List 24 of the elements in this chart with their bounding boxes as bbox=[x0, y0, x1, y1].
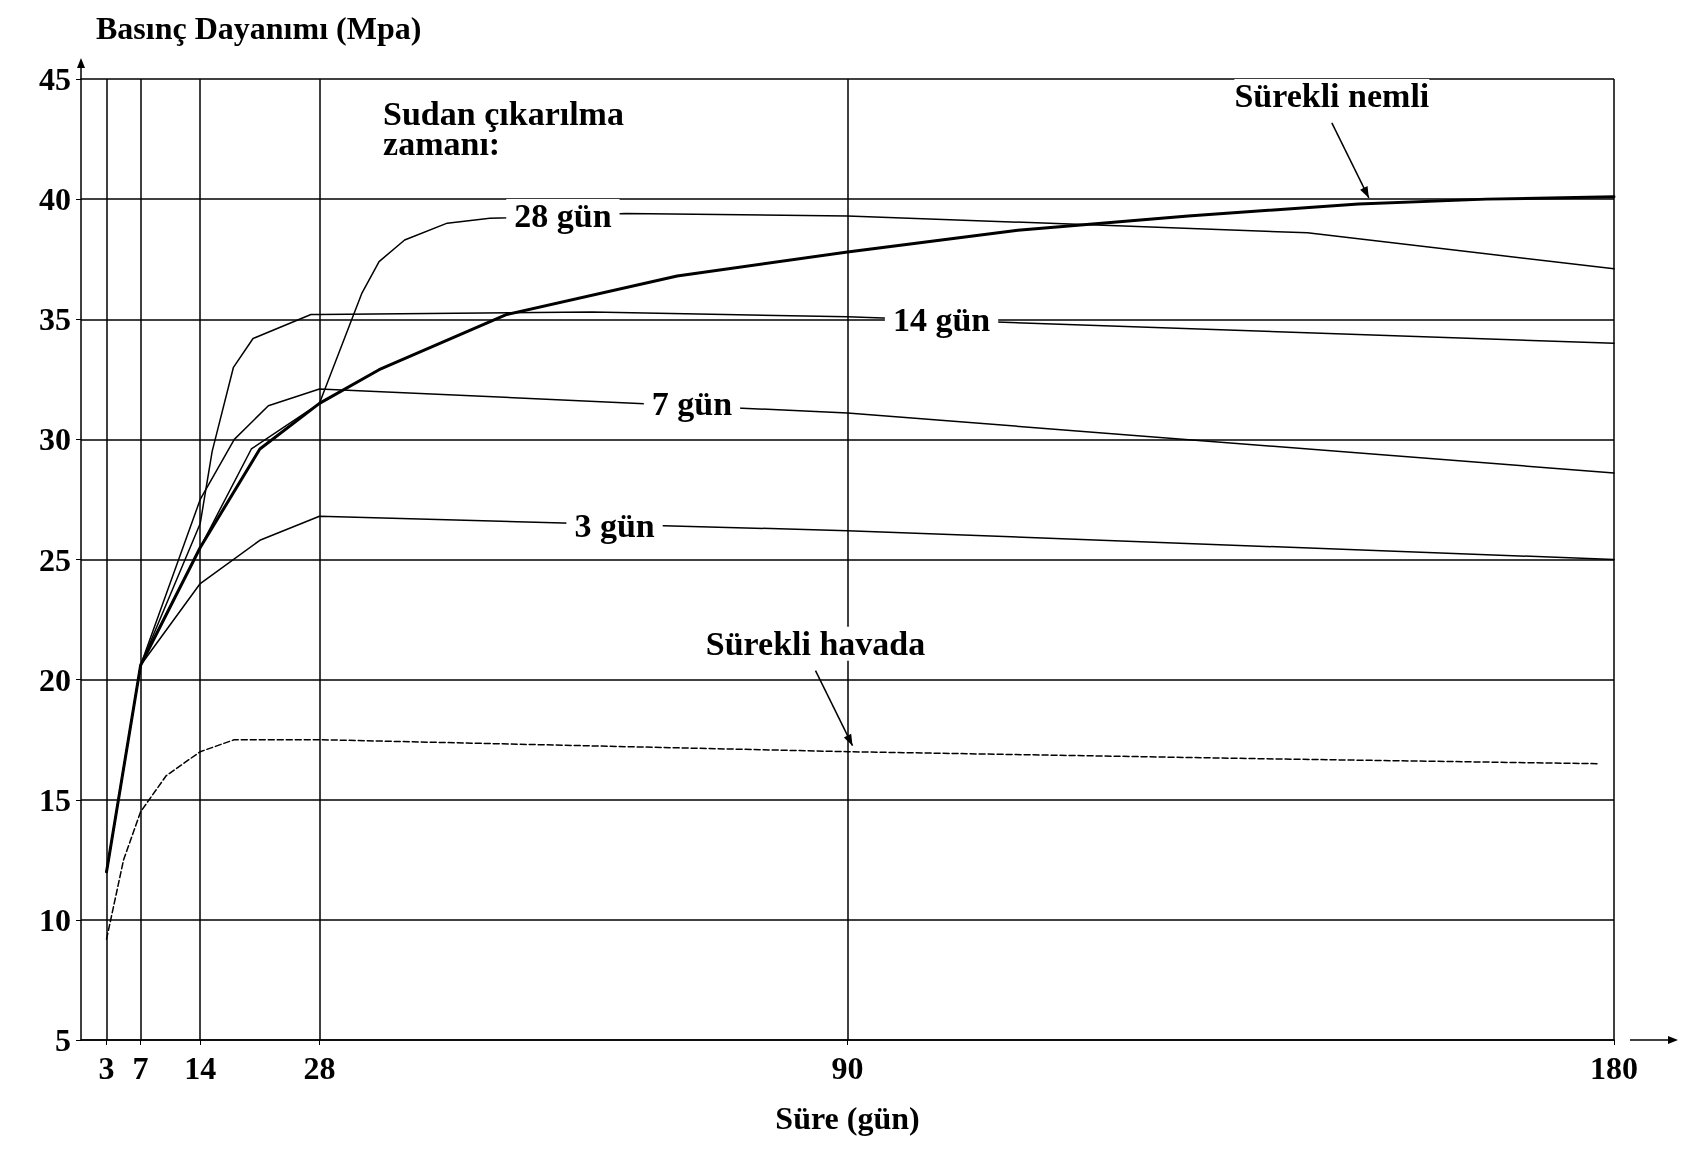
y-tick-label: 45 bbox=[39, 61, 71, 97]
text: Sürekli nemli bbox=[1234, 77, 1430, 115]
x-tick-label: 7 bbox=[132, 1050, 149, 1086]
y-tick-label: 40 bbox=[39, 181, 71, 218]
y-tick-label: 20 bbox=[39, 661, 71, 698]
annotation: Sudan çıkarılma zamanı: bbox=[383, 94, 633, 162]
y-tick-label: 15 bbox=[39, 781, 71, 818]
y-axis-title: Basınç Dayanımı (Mpa) bbox=[96, 10, 422, 46]
annotation: 14 gün bbox=[892, 300, 991, 338]
annotation: 3 gün bbox=[574, 507, 655, 545]
y-tick-label: 25 bbox=[39, 541, 71, 578]
annotation: 28 gün bbox=[514, 197, 612, 235]
text: Sürekli havada bbox=[705, 625, 926, 663]
y-tick-label: 35 bbox=[39, 301, 71, 338]
y-tick-label: 30 bbox=[39, 421, 71, 458]
x-tick-label: 28 bbox=[303, 1050, 336, 1086]
x-tick-label: 180 bbox=[1590, 1050, 1638, 1086]
x-tick-label: 90 bbox=[831, 1050, 864, 1086]
x-tick-label: 3 bbox=[98, 1050, 115, 1086]
y-tick-label: 10 bbox=[39, 901, 71, 938]
x-tick-label: 14 bbox=[184, 1050, 217, 1086]
y-tick-label: 5 bbox=[55, 1022, 71, 1058]
annotation: 7 gün bbox=[651, 384, 733, 422]
x-axis-title: Süre (gün) bbox=[775, 1100, 920, 1136]
